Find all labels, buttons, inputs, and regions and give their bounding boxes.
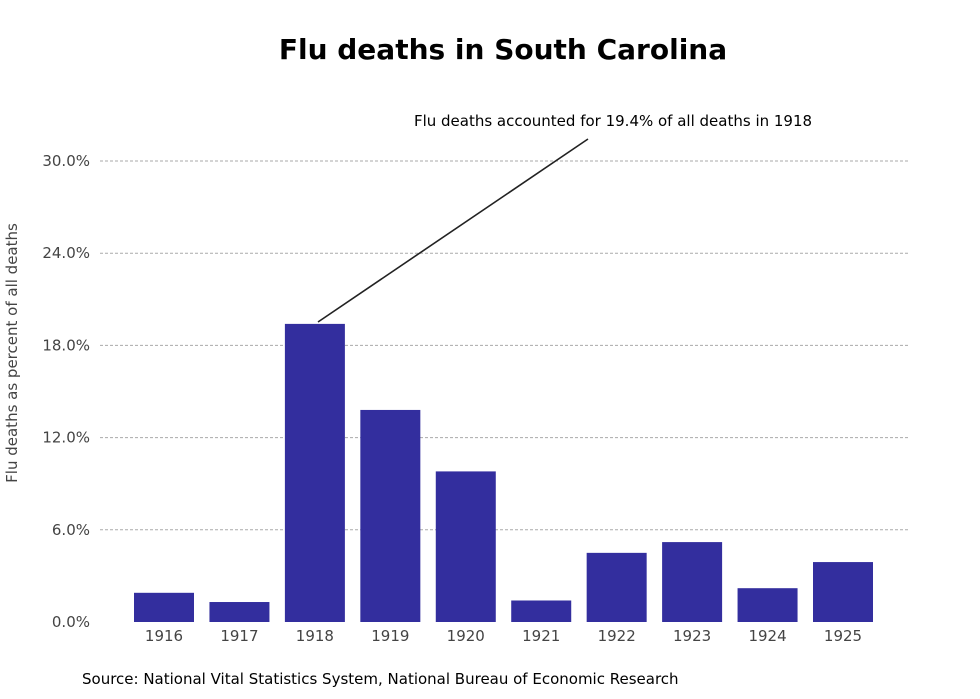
y-axis-ticks: 0.0% 6.0% 12.0% 18.0% 24.0% 30.0% [42, 152, 90, 631]
y-tick-label: 0.0% [52, 613, 90, 631]
x-tick-label: 1921 [522, 627, 560, 645]
bar-1916 [134, 592, 194, 622]
x-tick-label: 1919 [371, 627, 409, 645]
x-tick-label: 1924 [748, 627, 786, 645]
source-note: Source: National Vital Statistics System… [82, 670, 679, 688]
y-axis-label: Flu deaths as percent of all deaths [3, 223, 21, 483]
x-tick-label: 1925 [824, 627, 862, 645]
x-tick-label: 1916 [145, 627, 183, 645]
bars [134, 323, 873, 622]
x-tick-label: 1923 [673, 627, 711, 645]
bar-1918 [284, 323, 345, 622]
bar-1924 [737, 588, 798, 622]
y-tick-label: 6.0% [52, 521, 90, 539]
x-tick-label: 1918 [296, 627, 334, 645]
bar-1921 [511, 600, 572, 622]
y-tick-label: 24.0% [42, 244, 90, 262]
annotation-arrow-line [317, 138, 589, 323]
bar-1919 [360, 409, 421, 622]
annotation-text: Flu deaths accounted for 19.4% of all de… [414, 112, 812, 130]
bar-1920 [435, 471, 496, 622]
y-tick-label: 12.0% [42, 429, 90, 447]
x-tick-label: 1920 [447, 627, 485, 645]
bar-1923 [662, 542, 723, 622]
chart-title: Flu deaths in South Carolina [279, 33, 727, 66]
x-tick-label: 1922 [598, 627, 636, 645]
y-tick-label: 30.0% [42, 152, 90, 170]
y-tick-label: 18.0% [42, 336, 90, 354]
x-tick-label: 1917 [220, 627, 258, 645]
x-axis-ticks: 1916 1917 1918 1919 1920 1921 1922 1923 1924 1925 [145, 627, 862, 645]
bar-1922 [586, 552, 647, 622]
gridlines [100, 160, 910, 531]
bar-1917 [209, 602, 270, 622]
bar-1925 [813, 562, 873, 622]
